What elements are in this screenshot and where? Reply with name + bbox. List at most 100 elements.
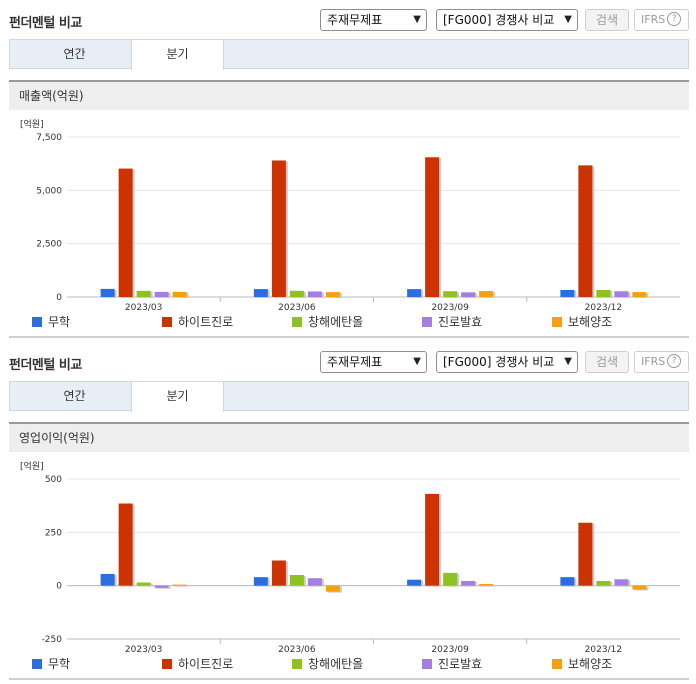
bar[interactable] (425, 493, 440, 586)
search-button[interactable]: 검색 (585, 351, 629, 373)
bar[interactable] (289, 575, 304, 586)
operating-income-chart: [억원] -250 0 250 500 2023/03 2023/06 2023/09 2023… (20, 460, 680, 655)
peer-select[interactable]: [FG000] 경쟁사 비교 ▼ (436, 9, 578, 31)
bar[interactable] (172, 584, 187, 586)
legend-item[interactable]: 무학 (32, 313, 70, 330)
revenue-chart: [억원] 0 2,500 5,000 7,500 2023/03 2023/06 2023/0… (20, 118, 680, 313)
x-tick-label: 2023/03 (125, 303, 162, 313)
bar[interactable] (443, 572, 458, 586)
legend-item[interactable]: 보해양조 (552, 655, 612, 672)
peer-select-value: [FG000] 경쟁사 비교 (443, 355, 555, 369)
legend-swatch (162, 316, 172, 327)
y-tick-label: 2,500 (36, 240, 62, 250)
legend-swatch (292, 316, 302, 327)
bar[interactable] (289, 290, 304, 297)
tab-quarterly[interactable]: 분기 (131, 381, 224, 412)
legend-item[interactable]: 무학 (32, 655, 70, 672)
bar[interactable] (632, 585, 647, 590)
legend-item[interactable]: 하이트진로 (162, 313, 233, 330)
bar[interactable] (614, 579, 629, 586)
tab-quarterly[interactable]: 분기 (131, 39, 224, 70)
bar[interactable] (136, 290, 151, 297)
bar[interactable] (407, 289, 422, 297)
legend-item[interactable]: 진로발효 (422, 313, 482, 330)
legend-label: 보해양조 (568, 657, 613, 671)
period-tabs: 연간 분기 (9, 381, 689, 412)
legend-swatch (552, 658, 562, 669)
bar[interactable] (578, 522, 593, 586)
bar[interactable] (479, 291, 494, 297)
chevron-down-icon: ▼ (413, 14, 421, 25)
bar[interactable] (271, 560, 286, 586)
legend-item[interactable]: 하이트진로 (162, 655, 233, 672)
bar[interactable] (253, 289, 268, 297)
bar[interactable] (253, 577, 268, 586)
bar[interactable] (632, 292, 647, 297)
bar[interactable] (479, 583, 494, 586)
bar[interactable] (560, 289, 575, 297)
bar[interactable] (614, 291, 629, 297)
legend-label: 무학 (48, 657, 71, 671)
fundamental-panel-revenue: 펀더멘털 비교 주재무제표 ▼ [FG000] 경쟁사 비교 ▼ 검색 IFRS… (9, 9, 689, 338)
bar[interactable] (596, 289, 611, 297)
bar[interactable] (325, 292, 340, 297)
legend-label: 진로발효 (438, 315, 483, 329)
legend-swatch (162, 658, 172, 669)
bar[interactable] (407, 579, 422, 586)
bar[interactable] (443, 291, 458, 297)
bar[interactable] (172, 291, 187, 297)
y-tick-label: -250 (42, 635, 63, 645)
bar[interactable] (461, 292, 476, 297)
ifrs-button[interactable]: IFRS? (634, 9, 689, 31)
fundamental-panel-operating-income: 펀더멘털 비교 주재무제표 ▼ [FG000] 경쟁사 비교 ▼ 검색 IFRS… (0, 342, 696, 684)
bar[interactable] (100, 288, 115, 297)
statement-select-value: 주재무제표 (327, 13, 383, 27)
bar[interactable] (271, 160, 286, 297)
bar[interactable] (425, 157, 440, 297)
help-icon: ? (667, 12, 682, 26)
bar[interactable] (100, 573, 115, 586)
bar[interactable] (596, 580, 611, 586)
x-tick-label: 2023/12 (585, 645, 622, 655)
chart-subheading: 영업이익(억원) (9, 422, 689, 452)
bar[interactable] (578, 165, 593, 297)
search-button[interactable]: 검색 (585, 9, 629, 31)
x-tick-label: 2023/09 (431, 645, 469, 655)
legend-item[interactable]: 창해에탄올 (292, 313, 363, 330)
bar[interactable] (154, 585, 169, 588)
y-tick-label: 250 (45, 528, 62, 538)
bar[interactable] (136, 582, 151, 586)
y-tick-label: 7,500 (36, 133, 62, 143)
legend-swatch (32, 658, 42, 669)
bar[interactable] (560, 577, 575, 586)
bar[interactable] (461, 580, 476, 586)
statement-select[interactable]: 주재무제표 ▼ (320, 9, 427, 31)
y-tick-label: 5,000 (36, 186, 62, 196)
tab-annual[interactable]: 연간 (63, 47, 86, 61)
bar[interactable] (325, 585, 340, 592)
legend-label: 진로발효 (438, 657, 483, 671)
chevron-down-icon: ▼ (564, 356, 572, 367)
bar-shadow (481, 584, 496, 587)
legend-item[interactable]: 진로발효 (422, 655, 482, 672)
chart-subheading: 매출액(억원) (9, 80, 689, 110)
legend-label: 하이트진로 (178, 657, 234, 671)
bar[interactable] (154, 291, 169, 297)
legend-item[interactable]: 보해양조 (552, 313, 612, 330)
legend-label: 무학 (48, 315, 71, 329)
y-unit-label: [억원] (20, 118, 44, 130)
ifrs-button[interactable]: IFRS? (634, 351, 689, 373)
bar[interactable] (307, 291, 322, 297)
x-tick-label: 2023/09 (431, 303, 469, 313)
ifrs-label: IFRS (641, 13, 666, 26)
legend-label: 창해에탄올 (308, 657, 364, 671)
bar[interactable] (118, 503, 133, 586)
ifrs-label: IFRS (641, 355, 666, 368)
bar[interactable] (118, 168, 133, 297)
peer-select[interactable]: [FG000] 경쟁사 비교 ▼ (436, 351, 578, 373)
statement-select[interactable]: 주재무제표 ▼ (320, 351, 427, 373)
tab-annual[interactable]: 연간 (63, 389, 86, 403)
legend-item[interactable]: 창해에탄올 (292, 655, 363, 672)
bar[interactable] (307, 578, 322, 586)
legend-swatch (552, 316, 562, 327)
